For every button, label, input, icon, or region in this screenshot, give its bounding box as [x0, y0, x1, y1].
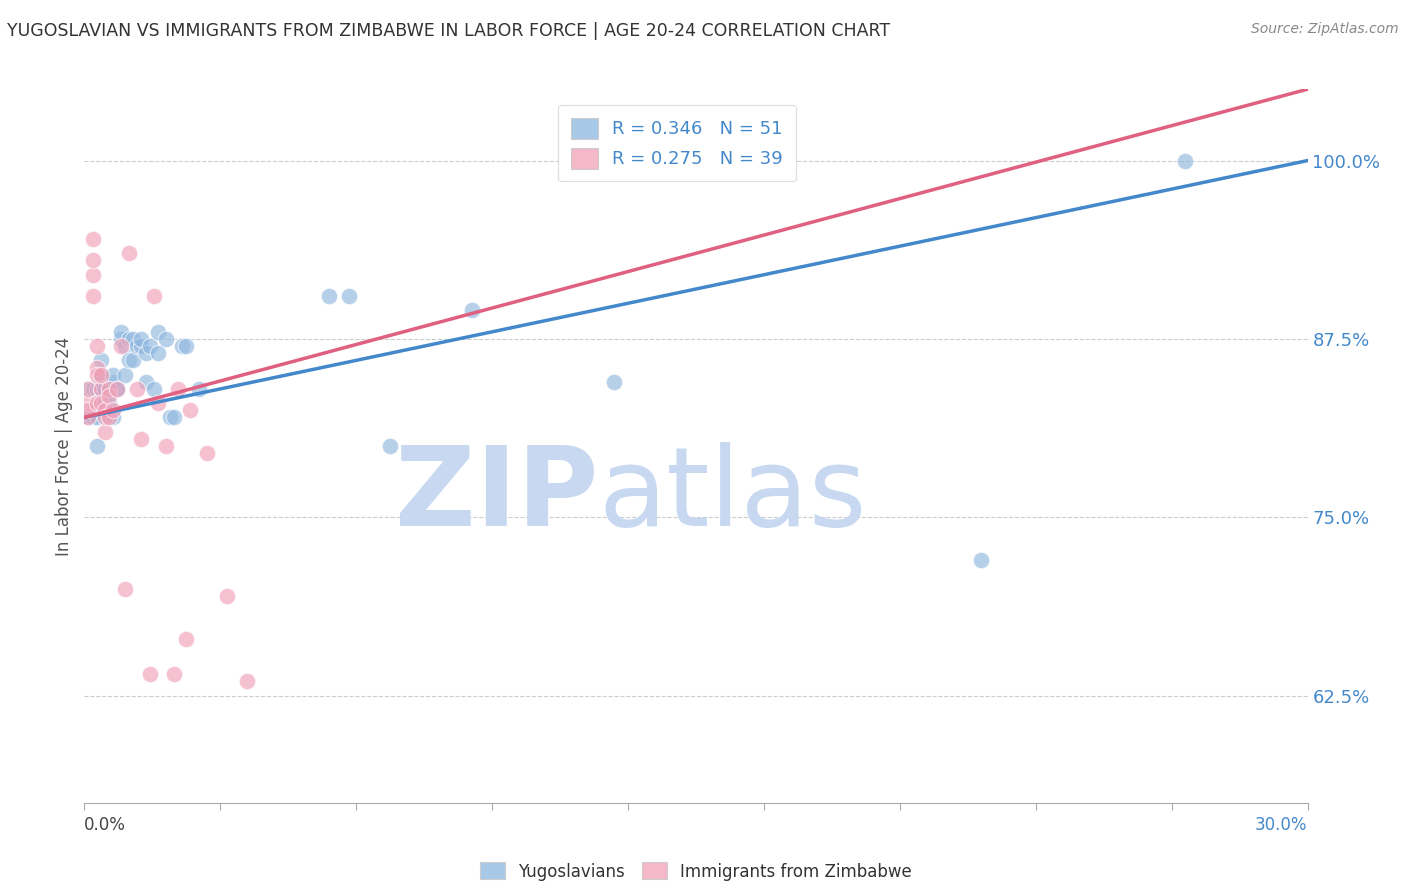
Point	[131, 332, 153, 346]
Point	[82, 382, 104, 396]
Point	[101, 368, 124, 382]
Point	[90, 353, 112, 368]
Point	[127, 382, 149, 396]
Point	[86, 439, 108, 453]
Point	[155, 332, 177, 346]
Point	[77, 403, 100, 417]
Point	[90, 382, 112, 396]
Point	[77, 410, 100, 425]
Text: ZIP: ZIP	[395, 442, 598, 549]
Point	[163, 667, 186, 681]
Point	[93, 396, 117, 410]
Point	[93, 410, 117, 425]
Point	[167, 382, 190, 396]
Point	[90, 382, 112, 396]
Point	[138, 667, 160, 681]
Point	[82, 253, 104, 268]
Point	[97, 410, 120, 425]
Point	[146, 346, 169, 360]
Point	[77, 382, 100, 396]
Point	[146, 325, 169, 339]
Point	[77, 410, 100, 425]
Point	[187, 382, 209, 396]
Point	[110, 325, 132, 339]
Point	[1174, 153, 1197, 168]
Point	[86, 339, 108, 353]
Point	[77, 382, 100, 396]
Point	[461, 303, 484, 318]
Point	[970, 553, 993, 567]
Point	[138, 339, 160, 353]
Point	[90, 368, 112, 382]
Point	[82, 289, 104, 303]
Point	[82, 268, 104, 282]
Point	[93, 403, 117, 417]
Point	[176, 339, 198, 353]
Point	[155, 439, 177, 453]
Point	[97, 382, 120, 396]
Point	[179, 403, 201, 417]
Point	[135, 375, 157, 389]
Point	[114, 368, 136, 382]
Point	[142, 382, 165, 396]
Point	[176, 632, 198, 646]
Point	[86, 410, 108, 425]
Point	[97, 382, 120, 396]
Point	[172, 339, 194, 353]
Point	[86, 368, 108, 382]
Point	[236, 674, 259, 689]
Text: Source: ZipAtlas.com: Source: ZipAtlas.com	[1251, 22, 1399, 37]
Point	[195, 446, 218, 460]
Point	[86, 360, 108, 375]
Point	[97, 410, 120, 425]
Point	[82, 232, 104, 246]
Point	[93, 396, 117, 410]
Point	[93, 382, 117, 396]
Point	[105, 382, 128, 396]
Point	[122, 332, 145, 346]
Point	[97, 396, 120, 410]
Point	[380, 439, 402, 453]
Point	[110, 332, 132, 346]
Legend: Yugoslavians, Immigrants from Zimbabwe: Yugoslavians, Immigrants from Zimbabwe	[474, 855, 918, 888]
Text: 0.0%: 0.0%	[84, 816, 127, 834]
Point	[339, 289, 361, 303]
Point	[114, 582, 136, 596]
Point	[118, 353, 141, 368]
Point	[110, 339, 132, 353]
Point	[90, 368, 112, 382]
Point	[122, 353, 145, 368]
Point	[603, 375, 626, 389]
Point	[118, 246, 141, 260]
Point	[86, 396, 108, 410]
Text: atlas: atlas	[598, 442, 866, 549]
Point	[93, 425, 117, 439]
Point	[90, 396, 112, 410]
Point	[114, 339, 136, 353]
Point	[105, 382, 128, 396]
Point	[146, 396, 169, 410]
Point	[131, 339, 153, 353]
Point	[105, 382, 128, 396]
Point	[77, 396, 100, 410]
Point	[118, 332, 141, 346]
Point	[217, 589, 239, 603]
Point	[131, 432, 153, 446]
Point	[101, 403, 124, 417]
Point	[142, 289, 165, 303]
Point	[318, 289, 340, 303]
Y-axis label: In Labor Force | Age 20-24: In Labor Force | Age 20-24	[55, 336, 73, 556]
Point	[159, 410, 181, 425]
Point	[82, 410, 104, 425]
Text: YUGOSLAVIAN VS IMMIGRANTS FROM ZIMBABWE IN LABOR FORCE | AGE 20-24 CORRELATION C: YUGOSLAVIAN VS IMMIGRANTS FROM ZIMBABWE …	[7, 22, 890, 40]
Point	[86, 382, 108, 396]
Point	[127, 339, 149, 353]
Point	[101, 410, 124, 425]
Point	[135, 346, 157, 360]
Point	[101, 375, 124, 389]
Point	[97, 389, 120, 403]
Point	[163, 410, 186, 425]
Text: 30.0%: 30.0%	[1256, 816, 1308, 834]
